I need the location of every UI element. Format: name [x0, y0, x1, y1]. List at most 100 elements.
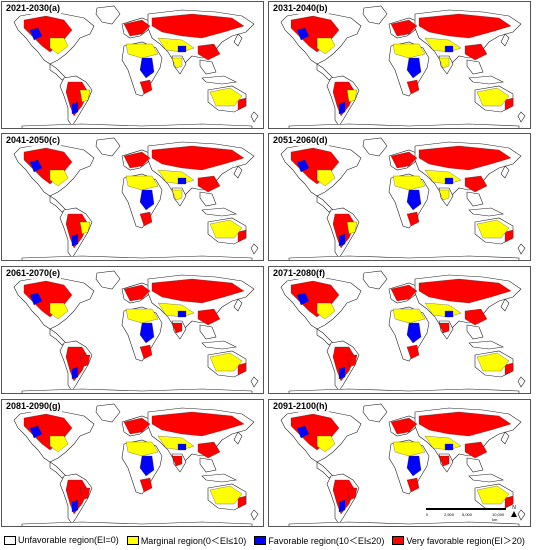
landmass-indonesia [468, 340, 504, 350]
suitability-patch [338, 366, 346, 380]
landmass-seAsia [199, 59, 217, 75]
suitability-patch [151, 411, 245, 437]
landmass-greenland [95, 5, 121, 25]
landmass-greenland [362, 270, 388, 290]
landmass-seAsia [466, 457, 484, 473]
landmass-japan [500, 298, 510, 312]
legend-label-favorable: Favorable region(10＜EI≤20) [268, 535, 385, 546]
landmass-greenland [95, 270, 121, 290]
suitability-patch [504, 229, 514, 243]
suitability-patch [29, 425, 43, 439]
landmass-newZealand [250, 509, 259, 521]
landmass-newZealand [250, 111, 259, 123]
suitability-patch [444, 45, 454, 53]
landmass-japan [233, 165, 243, 179]
suitability-patch [237, 495, 247, 509]
suitability-patch [123, 19, 151, 37]
landmass-japan [500, 165, 510, 179]
landmass-newZealand [517, 243, 526, 255]
map-panel: 2061-2070(e) [1, 266, 264, 394]
landmass-japan [500, 33, 510, 47]
suitability-patch [444, 443, 454, 451]
suitability-patch [125, 441, 159, 457]
suitability-patch [504, 97, 514, 111]
panel-period-label: 2081-2090(g) [5, 401, 62, 412]
suitability-patch [151, 145, 245, 171]
suitability-patch [237, 97, 247, 111]
landmass-seAsia [466, 191, 484, 207]
suitability-patch [71, 499, 79, 513]
landmass-newZealand [250, 243, 259, 255]
suitability-patch [125, 175, 159, 191]
suitability-patch [209, 485, 243, 505]
suitability-patch [71, 366, 79, 380]
landmass-centralAmerica [49, 63, 67, 81]
landmass-antarctica [288, 255, 520, 260]
suitability-patch [151, 278, 245, 304]
map-panel: 2051-2060(d) [268, 133, 531, 261]
north-arrow-icon: N [510, 506, 518, 518]
landmass-japan [233, 431, 243, 445]
panel-period-label: 2061-2070(e) [5, 268, 62, 279]
suitability-patch [197, 308, 221, 326]
suitability-patch [139, 79, 153, 95]
landmass-indonesia [201, 207, 237, 217]
landmass-centralAmerica [316, 63, 334, 81]
world-map [13, 137, 259, 260]
panel-period-label: 2091-2100(h) [272, 401, 329, 412]
landmass-seAsia [199, 457, 217, 473]
legend-item-favorable: Favorable region(10＜EI≤20) [254, 534, 384, 547]
landmass-centralAmerica [316, 328, 334, 346]
landmass-antarctica [288, 123, 520, 128]
suitability-patch [151, 13, 245, 39]
suitability-patch [390, 151, 418, 169]
suitability-patch [464, 441, 488, 459]
landmass-greenland [362, 5, 388, 25]
panel-period-label: 2071-2080(f) [272, 268, 327, 279]
world-map [280, 5, 526, 128]
suitability-patch [338, 101, 346, 115]
landmass-japan [500, 431, 510, 445]
suitability-patch [296, 425, 310, 439]
suitability-patch [504, 495, 514, 509]
legend-swatch-favorable [254, 535, 267, 545]
legend-swatch-very-favorable [392, 535, 405, 545]
panel-period-label: 2031-2040(b) [272, 3, 329, 14]
landmass-centralAmerica [316, 461, 334, 479]
suitability-patch [346, 487, 358, 501]
world-map [13, 270, 259, 393]
suitability-patch [392, 308, 426, 324]
suitability-patch [438, 455, 450, 467]
scale-bar-label: 10,000 km [492, 512, 505, 522]
suitability-patch [125, 43, 159, 59]
suitability-patch [125, 308, 159, 324]
panel-period-label: 2041-2050(c) [5, 135, 62, 146]
suitability-patch [316, 302, 336, 320]
legend-label-unfavorable: Unfavorable region(EI=0) [18, 535, 119, 545]
suitability-patch [171, 322, 183, 334]
suitability-patch [139, 211, 153, 227]
scale-bar-label: 2,500 [444, 512, 455, 517]
landmass-centralAmerica [49, 195, 67, 213]
suitability-patch [438, 322, 450, 334]
suitability-patch [406, 57, 422, 79]
suitability-patch [406, 79, 420, 95]
landmass-seAsia [466, 324, 484, 340]
suitability-patch [71, 101, 79, 115]
suitability-patch [390, 284, 418, 302]
suitability-patch [464, 43, 488, 61]
map-panel: 2041-2050(c) [1, 133, 264, 261]
suitability-patch [139, 477, 153, 493]
suitability-patch [316, 435, 336, 453]
landmass-newZealand [250, 376, 259, 388]
suitability-patch [444, 177, 454, 185]
legend-label-marginal: Marginal region(0＜EI≤10) [140, 535, 247, 546]
landmass-seAsia [199, 191, 217, 207]
suitability-patch [464, 308, 488, 326]
scale-bar: 0 2,500 5,000 10,000 km [426, 506, 506, 522]
suitability-patch [209, 87, 243, 107]
suitability-patch [177, 310, 187, 318]
legend-label-very-favorable: Very favorable region(EI＞20) [406, 535, 525, 546]
suitability-patch [346, 354, 358, 368]
suitability-patch [237, 229, 247, 243]
